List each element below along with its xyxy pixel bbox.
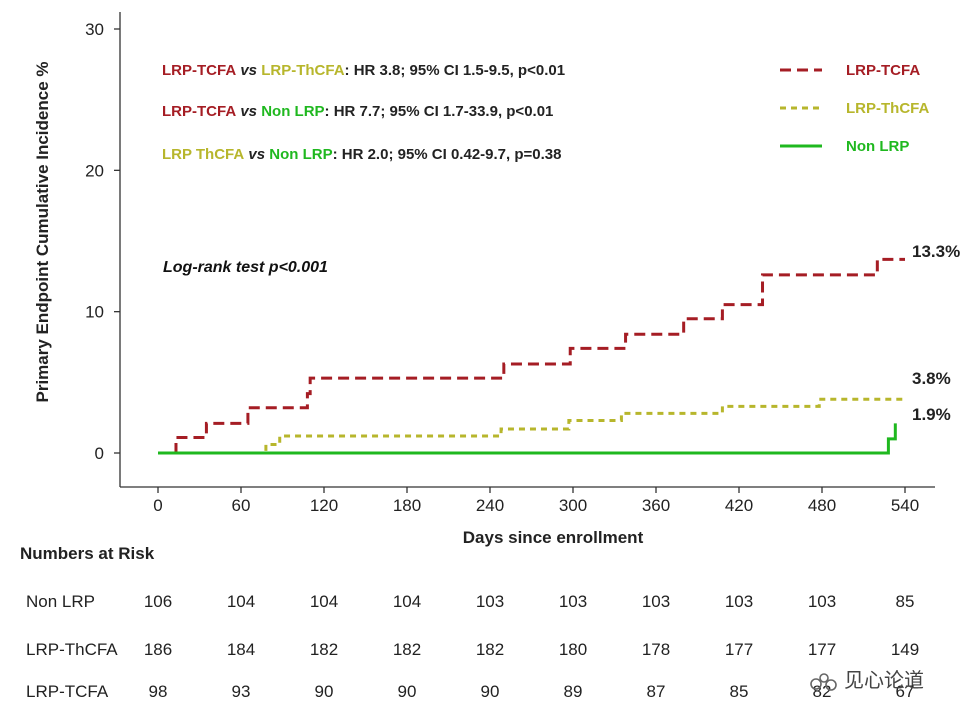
x-tick-label: 300	[559, 496, 587, 515]
x-tick-label: 180	[393, 496, 421, 515]
y-axis-label: Primary Endpoint Cumulative Incidence %	[33, 61, 52, 402]
risk-cell: 180	[558, 640, 588, 659]
risk-cell: 182	[475, 640, 505, 659]
annotation-part: LRP-TCFA	[162, 103, 236, 120]
annotation-part: : HR 2.0; 95% CI 0.42-9.7, p=0.38	[333, 146, 562, 163]
end-value-label: 3.8%	[912, 369, 951, 388]
risk-cell: 103	[807, 592, 837, 611]
risk-cell: 103	[641, 592, 671, 611]
series-line-lrp-thcfa	[158, 397, 905, 455]
x-tick-label: 120	[310, 496, 338, 515]
legend-label: Non LRP	[846, 138, 909, 155]
risk-row: LRP-ThCFA 186 184 182 182 182 180 178 177 177 149	[0, 640, 979, 666]
annotation-part: : HR 7.7; 95% CI 1.7-33.9, p<0.01	[325, 103, 554, 120]
annotation-part: vs	[236, 62, 261, 79]
series-line-non-lrp	[158, 423, 897, 455]
x-tick-label: 360	[642, 496, 670, 515]
risk-cell: 104	[226, 592, 256, 611]
risk-cell: 103	[475, 592, 505, 611]
wechat-icon	[810, 672, 837, 691]
risk-cell: 67	[895, 682, 915, 701]
risk-cell: 182	[309, 640, 339, 659]
risk-cell: 182	[392, 640, 422, 659]
risk-row: LRP-TCFA 98 93 90 90 90 89 87 85 82 67	[0, 682, 979, 708]
risk-cell: 149	[890, 640, 920, 659]
risk-cell: 90	[397, 682, 417, 701]
y-tick-label: 10	[85, 303, 104, 322]
annotation-part: vs	[236, 103, 261, 120]
series-line-lrp-tcfa	[158, 257, 905, 455]
annotation-part: LRP-TCFA	[162, 62, 236, 79]
risk-cell: 177	[807, 640, 837, 659]
hazard-ratio-annotation: LRP-TCFA vs Non LRP: HR 7.7; 95% CI 1.7-…	[162, 103, 553, 120]
risk-row: Non LRP 106 104 104 104 103 103 103 103 103 85	[0, 592, 979, 618]
end-value-label: 13.3%	[912, 242, 960, 261]
annotation-part: vs	[244, 146, 269, 163]
x-tick-label: 540	[891, 496, 919, 515]
x-tick-label: 0	[153, 496, 162, 515]
risk-cell: 104	[309, 592, 339, 611]
y-tick-label: 30	[85, 20, 104, 39]
annotation-part: Non LRP	[261, 103, 324, 120]
risk-row-label: LRP-TCFA	[26, 682, 109, 701]
risk-table-title: Numbers at Risk	[20, 544, 155, 563]
risk-cell: 103	[558, 592, 588, 611]
log-rank-label: Log-rank test p<0.001	[163, 259, 328, 276]
annotation-part: LRP-ThCFA	[261, 62, 344, 79]
risk-row-label: Non LRP	[26, 592, 95, 611]
risk-cell: 90	[314, 682, 334, 701]
risk-cell: 103	[724, 592, 754, 611]
x-axis-label: Days since enrollment	[463, 528, 644, 547]
x-tick-label: 480	[808, 496, 836, 515]
risk-cell: 90	[480, 682, 500, 701]
risk-row-label: LRP-ThCFA	[26, 640, 118, 659]
x-tick-label: 420	[725, 496, 753, 515]
risk-cell: 87	[646, 682, 666, 701]
risk-cell: 98	[148, 682, 168, 701]
risk-cell: 184	[226, 640, 256, 659]
x-tick-label: 240	[476, 496, 504, 515]
risk-cell: 177	[724, 640, 754, 659]
x-tick-label: 60	[232, 496, 251, 515]
watermark: 见心论道	[808, 664, 924, 693]
legend-label: LRP-TCFA	[846, 62, 920, 79]
risk-cell: 178	[641, 640, 671, 659]
y-tick-label: 20	[85, 161, 104, 180]
risk-cell: 85	[895, 592, 915, 611]
risk-cell: 186	[143, 640, 173, 659]
watermark-text: 见心论道	[844, 668, 924, 692]
hazard-ratio-annotation: LRP-TCFA vs LRP-ThCFA: HR 3.8; 95% CI 1.…	[162, 62, 565, 79]
risk-cell: 85	[729, 682, 749, 701]
risk-cell: 93	[231, 682, 251, 701]
legend-label: LRP-ThCFA	[846, 100, 929, 117]
risk-cell: 89	[563, 682, 583, 701]
y-tick-label: 0	[95, 444, 104, 463]
risk-cell: 104	[392, 592, 422, 611]
hazard-ratio-annotation: LRP ThCFA vs Non LRP: HR 2.0; 95% CI 0.4…	[162, 146, 561, 163]
end-value-label: 1.9%	[912, 405, 951, 424]
annotation-part: Non LRP	[269, 146, 332, 163]
risk-cell: 106	[143, 592, 173, 611]
annotation-part: : HR 3.8; 95% CI 1.5-9.5, p<0.01	[345, 62, 566, 79]
annotation-part: LRP ThCFA	[162, 146, 244, 163]
